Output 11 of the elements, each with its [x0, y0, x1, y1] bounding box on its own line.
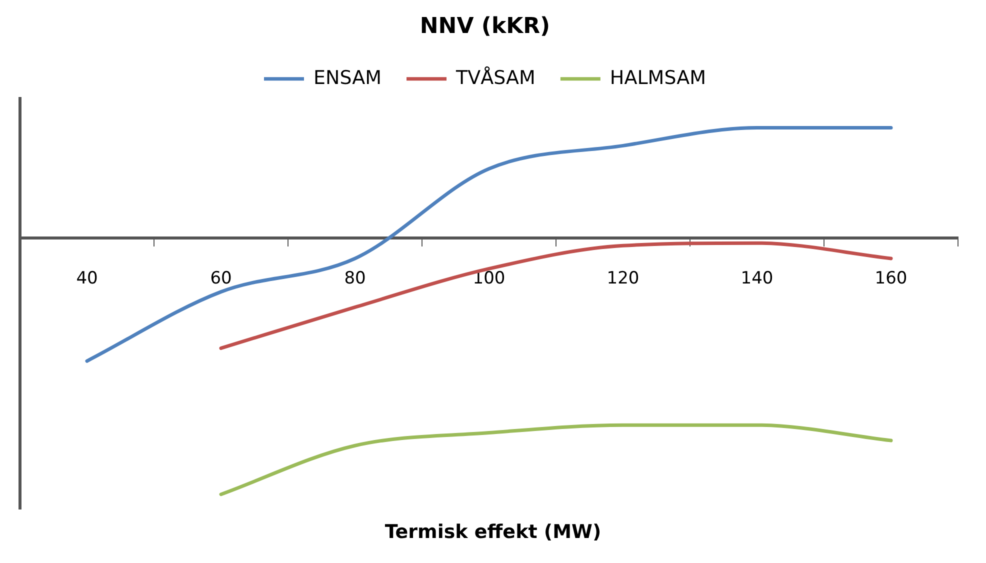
x-tick-label: 60 [210, 268, 232, 289]
x-tick-label: 140 [740, 268, 774, 289]
chart-title: NNV (kKR) [420, 14, 550, 39]
x-axis-title: Termisk effekt (MW) [384, 521, 602, 543]
x-tick-label: 80 [344, 268, 366, 289]
x-tick-label: 40 [76, 268, 98, 289]
x-tick-label: 120 [606, 268, 640, 289]
legend-label: HALMSAM [610, 66, 706, 89]
legend-label: TVÅSAM [455, 66, 536, 89]
x-tick-label: 160 [874, 268, 908, 289]
legend-label: ENSAM [314, 66, 382, 89]
